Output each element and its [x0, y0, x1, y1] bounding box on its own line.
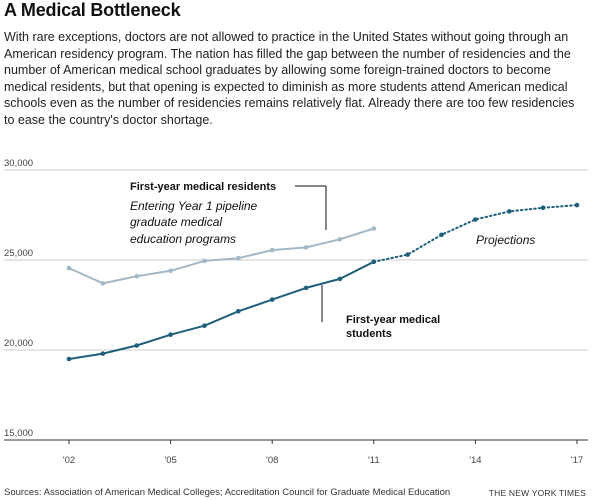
- students-label-1: First-year medical: [346, 314, 440, 326]
- x-tick-label: '17: [571, 455, 583, 466]
- residents-data-point: [100, 281, 106, 286]
- y-tick-label: 15,000: [4, 428, 33, 439]
- line-chart: 30,000 25,000 20,000 15,000 '02 '05 '08 '11 '14…: [4, 158, 588, 466]
- residents-data-point: [269, 247, 275, 253]
- gridlines: [4, 169, 588, 441]
- x-axis-ticks: '02 '05 '08 '11 '14 '17: [63, 440, 583, 466]
- chart-title: A Medical Bottleneck: [4, 0, 181, 20]
- residents-series-line: [68, 227, 375, 285]
- series: [66, 202, 580, 362]
- x-tick-label: '05: [164, 455, 176, 466]
- residents-sub-label-2: graduate medical: [130, 215, 222, 229]
- intro-text: With rare exceptions, doctors are not al…: [4, 30, 575, 127]
- students-data-point: [202, 323, 207, 328]
- projection-data-point: [473, 217, 478, 222]
- projection-data-point: [405, 252, 410, 257]
- source-note: Sources: Association of American Medical…: [4, 487, 451, 498]
- y-axis-ticks: 30,000 25,000 20,000 15,000: [4, 158, 33, 439]
- projection-data-point: [540, 205, 546, 211]
- residents-data-point: [66, 265, 72, 271]
- students-data-point: [66, 356, 72, 362]
- students-series-line: [68, 260, 375, 360]
- y-tick-label: 30,000: [4, 158, 33, 169]
- residents-data-point: [303, 245, 309, 250]
- students-data-point: [236, 309, 241, 314]
- residents-data-point: [134, 273, 140, 279]
- residents-sub-label-1: Entering Year 1 pipeline: [130, 199, 258, 213]
- residents-sub-label-3: education programs: [130, 232, 236, 246]
- x-tick-label: '14: [469, 455, 481, 466]
- x-tick-label: '08: [266, 455, 278, 466]
- projections-label: Projections: [476, 233, 535, 247]
- projection-data-point: [371, 259, 377, 265]
- x-tick-label: '11: [368, 455, 380, 466]
- projection-data-point: [506, 209, 512, 214]
- residents-data-point: [202, 258, 207, 264]
- students-data-point: [168, 332, 173, 337]
- residents-data-point: [236, 255, 241, 261]
- students-label-2: students: [346, 328, 392, 340]
- y-tick-label: 20,000: [4, 338, 33, 349]
- residents-data-point: [337, 237, 343, 242]
- students-data-point: [269, 297, 275, 302]
- residents-data-point: [168, 268, 173, 274]
- residents-data-point: [371, 226, 377, 231]
- students-data-point: [134, 343, 140, 348]
- students-data-point: [337, 276, 343, 282]
- credit-line: THE NEW YORK TIMES: [488, 488, 586, 498]
- projection-data-point: [439, 232, 444, 238]
- students-data-point: [100, 351, 106, 356]
- y-tick-label: 25,000: [4, 248, 33, 259]
- students-data-point: [303, 285, 309, 291]
- x-tick-label: '02: [63, 455, 75, 466]
- residents-label: First-year medical residents: [130, 181, 276, 193]
- projection-data-point: [574, 202, 580, 208]
